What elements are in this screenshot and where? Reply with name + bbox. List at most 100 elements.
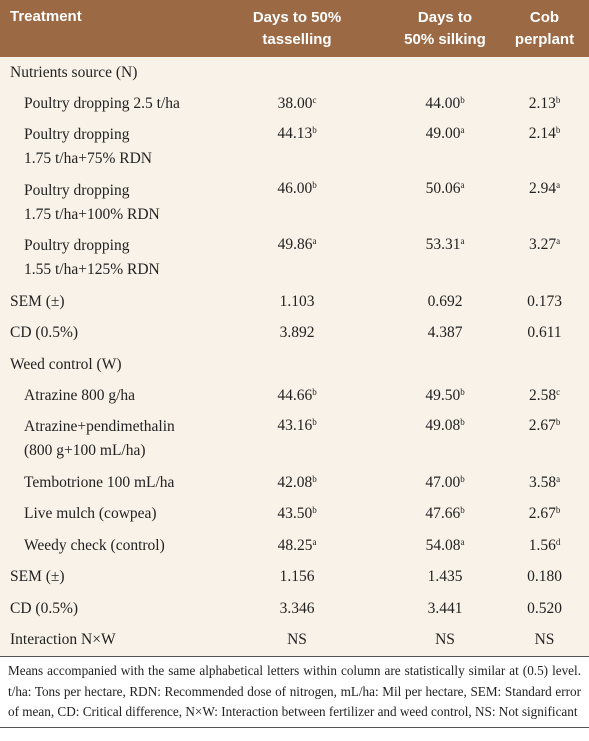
value-line: 2.58c <box>500 384 589 408</box>
value: 2.67 <box>528 416 556 434</box>
significance-letter: a <box>556 180 561 190</box>
label-line: Poultry dropping <box>24 237 130 255</box>
significance-letter: b <box>460 94 465 105</box>
significance-letter: b <box>555 505 561 516</box>
label-line: Weedy check (control) <box>24 536 165 554</box>
value-line: 2.67b <box>500 502 589 526</box>
significance-letter: c <box>556 386 561 397</box>
value: 43.16 <box>277 416 313 434</box>
cell-value: 48.25a <box>245 530 349 562</box>
significance-letter: b <box>555 124 561 135</box>
label-line: 1.75 t/ha+75% RDN <box>24 150 152 168</box>
value: 49.86 <box>277 235 313 253</box>
cell-value: 2.67b <box>500 412 589 470</box>
value: 46.00 <box>277 180 313 197</box>
row-label: Poultry dropping 2.5 t/ha <box>24 88 259 120</box>
significance-letter: a <box>312 536 317 547</box>
row-label: Atrazine 800 g/ha <box>24 380 259 412</box>
section-title: Weed control (W) <box>10 355 122 373</box>
cell-value: 53.31a <box>372 231 518 289</box>
significance-letter: b <box>312 473 317 484</box>
header-cell: Treatment <box>10 0 245 57</box>
stat-row: SEM (±) 1.103 0.692 0.173 <box>0 286 589 318</box>
header-cell: Days to 50% tasselling <box>245 0 349 57</box>
header-line: Days to <box>417 8 473 26</box>
data-row: Atrazine+pendimethalin (800 g+100 mL/ha) 4… <box>0 412 589 468</box>
cell-value: 3.346 <box>279 599 315 617</box>
value-line: 46.00b <box>245 177 349 201</box>
significance-letter: a <box>460 235 465 246</box>
value: 3.27 <box>528 235 557 253</box>
cell-value: 0.520 <box>527 599 562 617</box>
value: 3.58 <box>528 473 557 491</box>
cell-value: NS <box>435 631 455 649</box>
value: 43.50 <box>277 505 313 523</box>
value-line: 2.13b <box>500 92 589 116</box>
header-line: 50% silking <box>404 30 486 48</box>
cell-value: 38.00c <box>245 88 349 120</box>
significance-letter: a <box>460 536 465 547</box>
value: 1.56 <box>528 536 556 554</box>
section-row: Weed control (W) <box>0 349 589 380</box>
value: 2.58 <box>528 386 557 404</box>
value-line: 49.50b <box>372 384 518 408</box>
value-line: 3.27a <box>500 233 589 257</box>
cell-value: 0.611 <box>527 324 562 342</box>
cell-value: 54.08a <box>372 530 518 562</box>
significance-letter: b <box>460 386 465 397</box>
value: 2.14 <box>528 124 556 142</box>
row-label: Poultry dropping 1.55 t/ha+125% RDN <box>24 231 259 287</box>
value-line: 49.86a <box>245 233 349 257</box>
cell-value: 2.13b <box>500 88 589 120</box>
value: 2.94 <box>528 180 557 197</box>
value-line: 44.66b <box>245 384 349 408</box>
row-label: SEM (±) <box>10 292 65 310</box>
cell-value: 1.103 <box>279 292 315 310</box>
value: 48.25 <box>277 536 313 554</box>
table: Treatment Days to 50% tasselling Days to 50%… <box>0 0 589 656</box>
data-row: Poultry dropping 1.75 t/ha+75% RDN 44.13b 4… <box>0 120 589 176</box>
significance-letter: b <box>555 94 561 105</box>
value-line: 54.08a <box>372 534 518 558</box>
row-label: Atrazine+pendimethalin (800 g+100 mL/ha) <box>24 412 259 468</box>
significance-letter: b <box>312 386 317 397</box>
value: 42.08 <box>277 473 313 491</box>
value: 44.66 <box>277 386 313 404</box>
row-label: Interaction N×W <box>10 631 116 649</box>
value-line: 43.50b <box>245 502 349 526</box>
interaction-row: Interaction N×W NS NS NS <box>0 625 589 657</box>
cell-value: 46.00b <box>245 175 349 233</box>
header-line: Treatment <box>10 8 82 25</box>
value-line: 1.56d <box>500 534 589 558</box>
cell-value: 49.08b <box>372 412 518 470</box>
cell-value: 0.173 <box>527 292 562 310</box>
label-line: Live mulch (cowpea) <box>24 505 157 523</box>
value-line: 47.66b <box>372 502 518 526</box>
data-row: Poultry dropping 1.55 t/ha+125% RDN 49.86a… <box>0 231 589 287</box>
cell-value: 49.86a <box>245 231 349 289</box>
header-line: Cob <box>529 8 560 26</box>
label-line: 1.75 t/ha+100% RDN <box>24 205 160 223</box>
header-cell: Days to 50% silking <box>372 0 518 57</box>
significance-letter: a <box>556 473 561 484</box>
value-line: 48.25a <box>245 534 349 558</box>
label-line: Tembotrione 100 mL/ha <box>24 473 175 491</box>
significance-letter: c <box>312 94 317 105</box>
section-row: Nutrients source (N) <box>0 57 589 88</box>
value: 49.00 <box>425 124 461 142</box>
footnote: Means accompanied with the same alphabet… <box>0 656 589 728</box>
value-line: 47.00b <box>372 471 518 495</box>
row-label: SEM (±) <box>10 568 65 586</box>
cell-value: NS <box>534 631 555 649</box>
row-label: Poultry dropping 1.75 t/ha+75% RDN <box>24 120 259 176</box>
significance-letter: b <box>312 505 317 516</box>
value: 47.00 <box>425 473 461 491</box>
value: 44.00 <box>425 94 461 112</box>
cell-value: 1.435 <box>427 568 463 586</box>
label-line: 1.55 t/ha+125% RDN <box>24 261 160 279</box>
significance-letter: b <box>312 416 317 427</box>
value-line: 43.16b <box>245 414 349 438</box>
data-row: Weedy check (control) 48.25a 54.08a 1.56d <box>0 530 589 562</box>
label-line: Atrazine+pendimethalin <box>24 418 175 436</box>
